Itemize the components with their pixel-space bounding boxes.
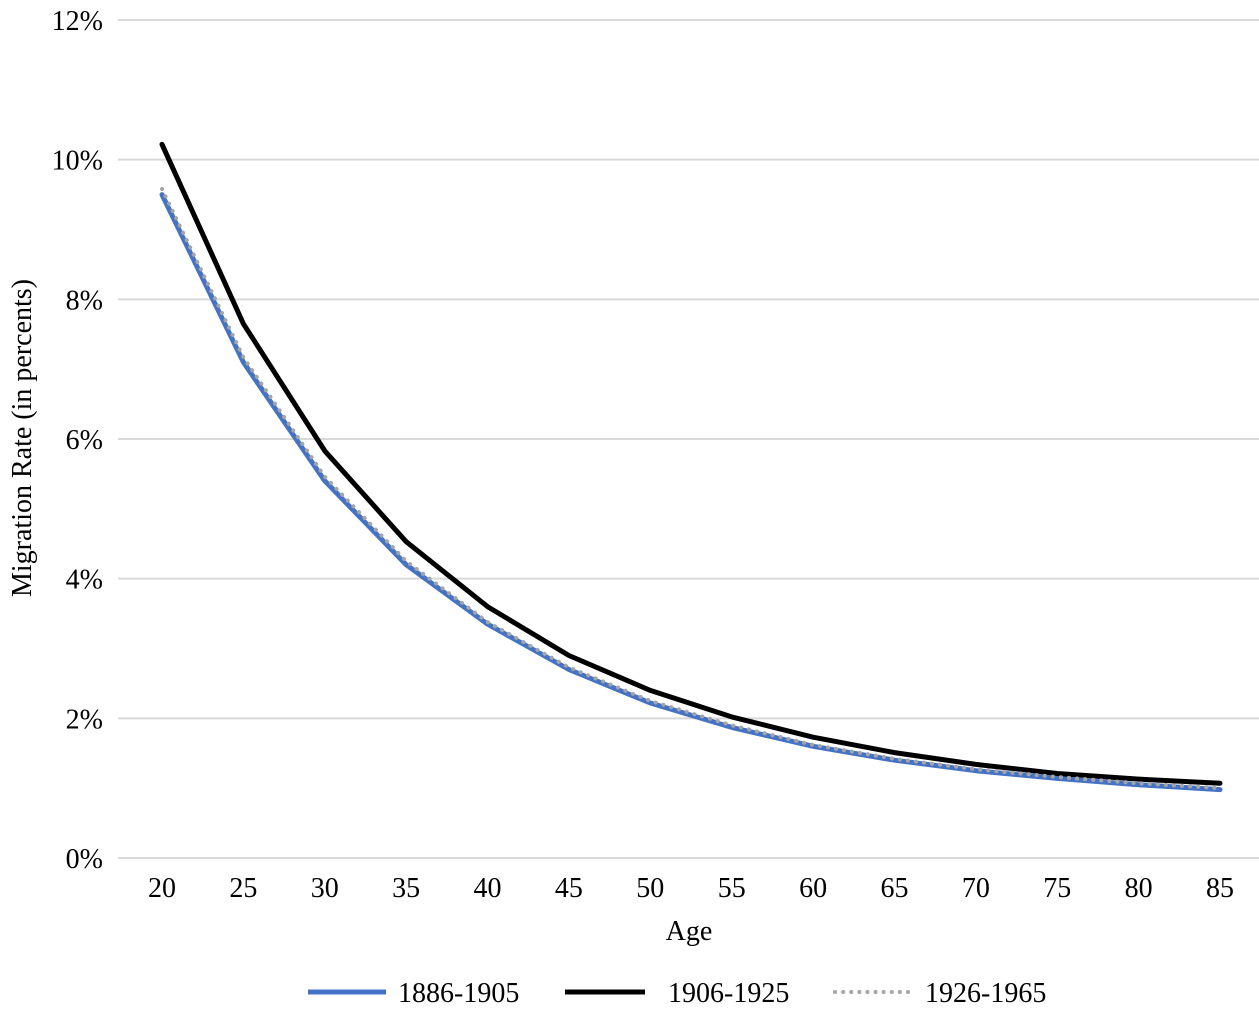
y-tick-label: 8% xyxy=(66,285,103,316)
y-tick-label: 4% xyxy=(66,565,103,596)
x-tick-label: 75 xyxy=(1043,873,1071,904)
x-tick-label: 45 xyxy=(555,873,583,904)
y-axis-tick-labels: 0% 2% 4% 6% 8% 10% 12% xyxy=(52,6,103,875)
x-tick-label: 30 xyxy=(311,873,339,904)
series-line-1926-1965 xyxy=(160,187,1222,791)
x-tick-label: 25 xyxy=(229,873,257,904)
x-tick-label: 60 xyxy=(799,873,827,904)
x-tick-label: 40 xyxy=(474,873,502,904)
legend-label: 1926-1965 xyxy=(925,978,1046,1009)
x-tick-label: 70 xyxy=(962,873,990,904)
series-line-1906-1925 xyxy=(159,141,1223,786)
y-tick-label: 12% xyxy=(52,6,103,37)
x-tick-label: 65 xyxy=(880,873,908,904)
x-tick-label: 80 xyxy=(1125,873,1153,904)
x-axis-tick-labels: 20 25 30 35 40 45 50 55 60 65 70 75 80 85 xyxy=(148,873,1234,904)
legend-label: 1906-1925 xyxy=(668,978,789,1009)
y-tick-label: 0% xyxy=(66,844,103,875)
legend-label: 1886-1905 xyxy=(398,978,519,1009)
series-line-1886-1905 xyxy=(159,192,1223,793)
legend: 1886-1905 1906-1925 1926-1965 xyxy=(308,978,1046,1009)
y-tick-label: 10% xyxy=(52,146,103,177)
x-tick-label: 50 xyxy=(636,873,664,904)
y-tick-label: 2% xyxy=(66,704,103,735)
gridlines xyxy=(118,19,1259,859)
x-tick-label: 20 xyxy=(148,873,176,904)
x-tick-label: 35 xyxy=(392,873,420,904)
x-tick-label: 55 xyxy=(718,873,746,904)
x-axis-title: Age xyxy=(666,916,713,947)
y-axis-title: Migration Rate (in percents) xyxy=(7,279,38,597)
y-tick-label: 6% xyxy=(66,425,103,456)
x-tick-label: 85 xyxy=(1206,873,1234,904)
series-lines xyxy=(159,141,1223,793)
